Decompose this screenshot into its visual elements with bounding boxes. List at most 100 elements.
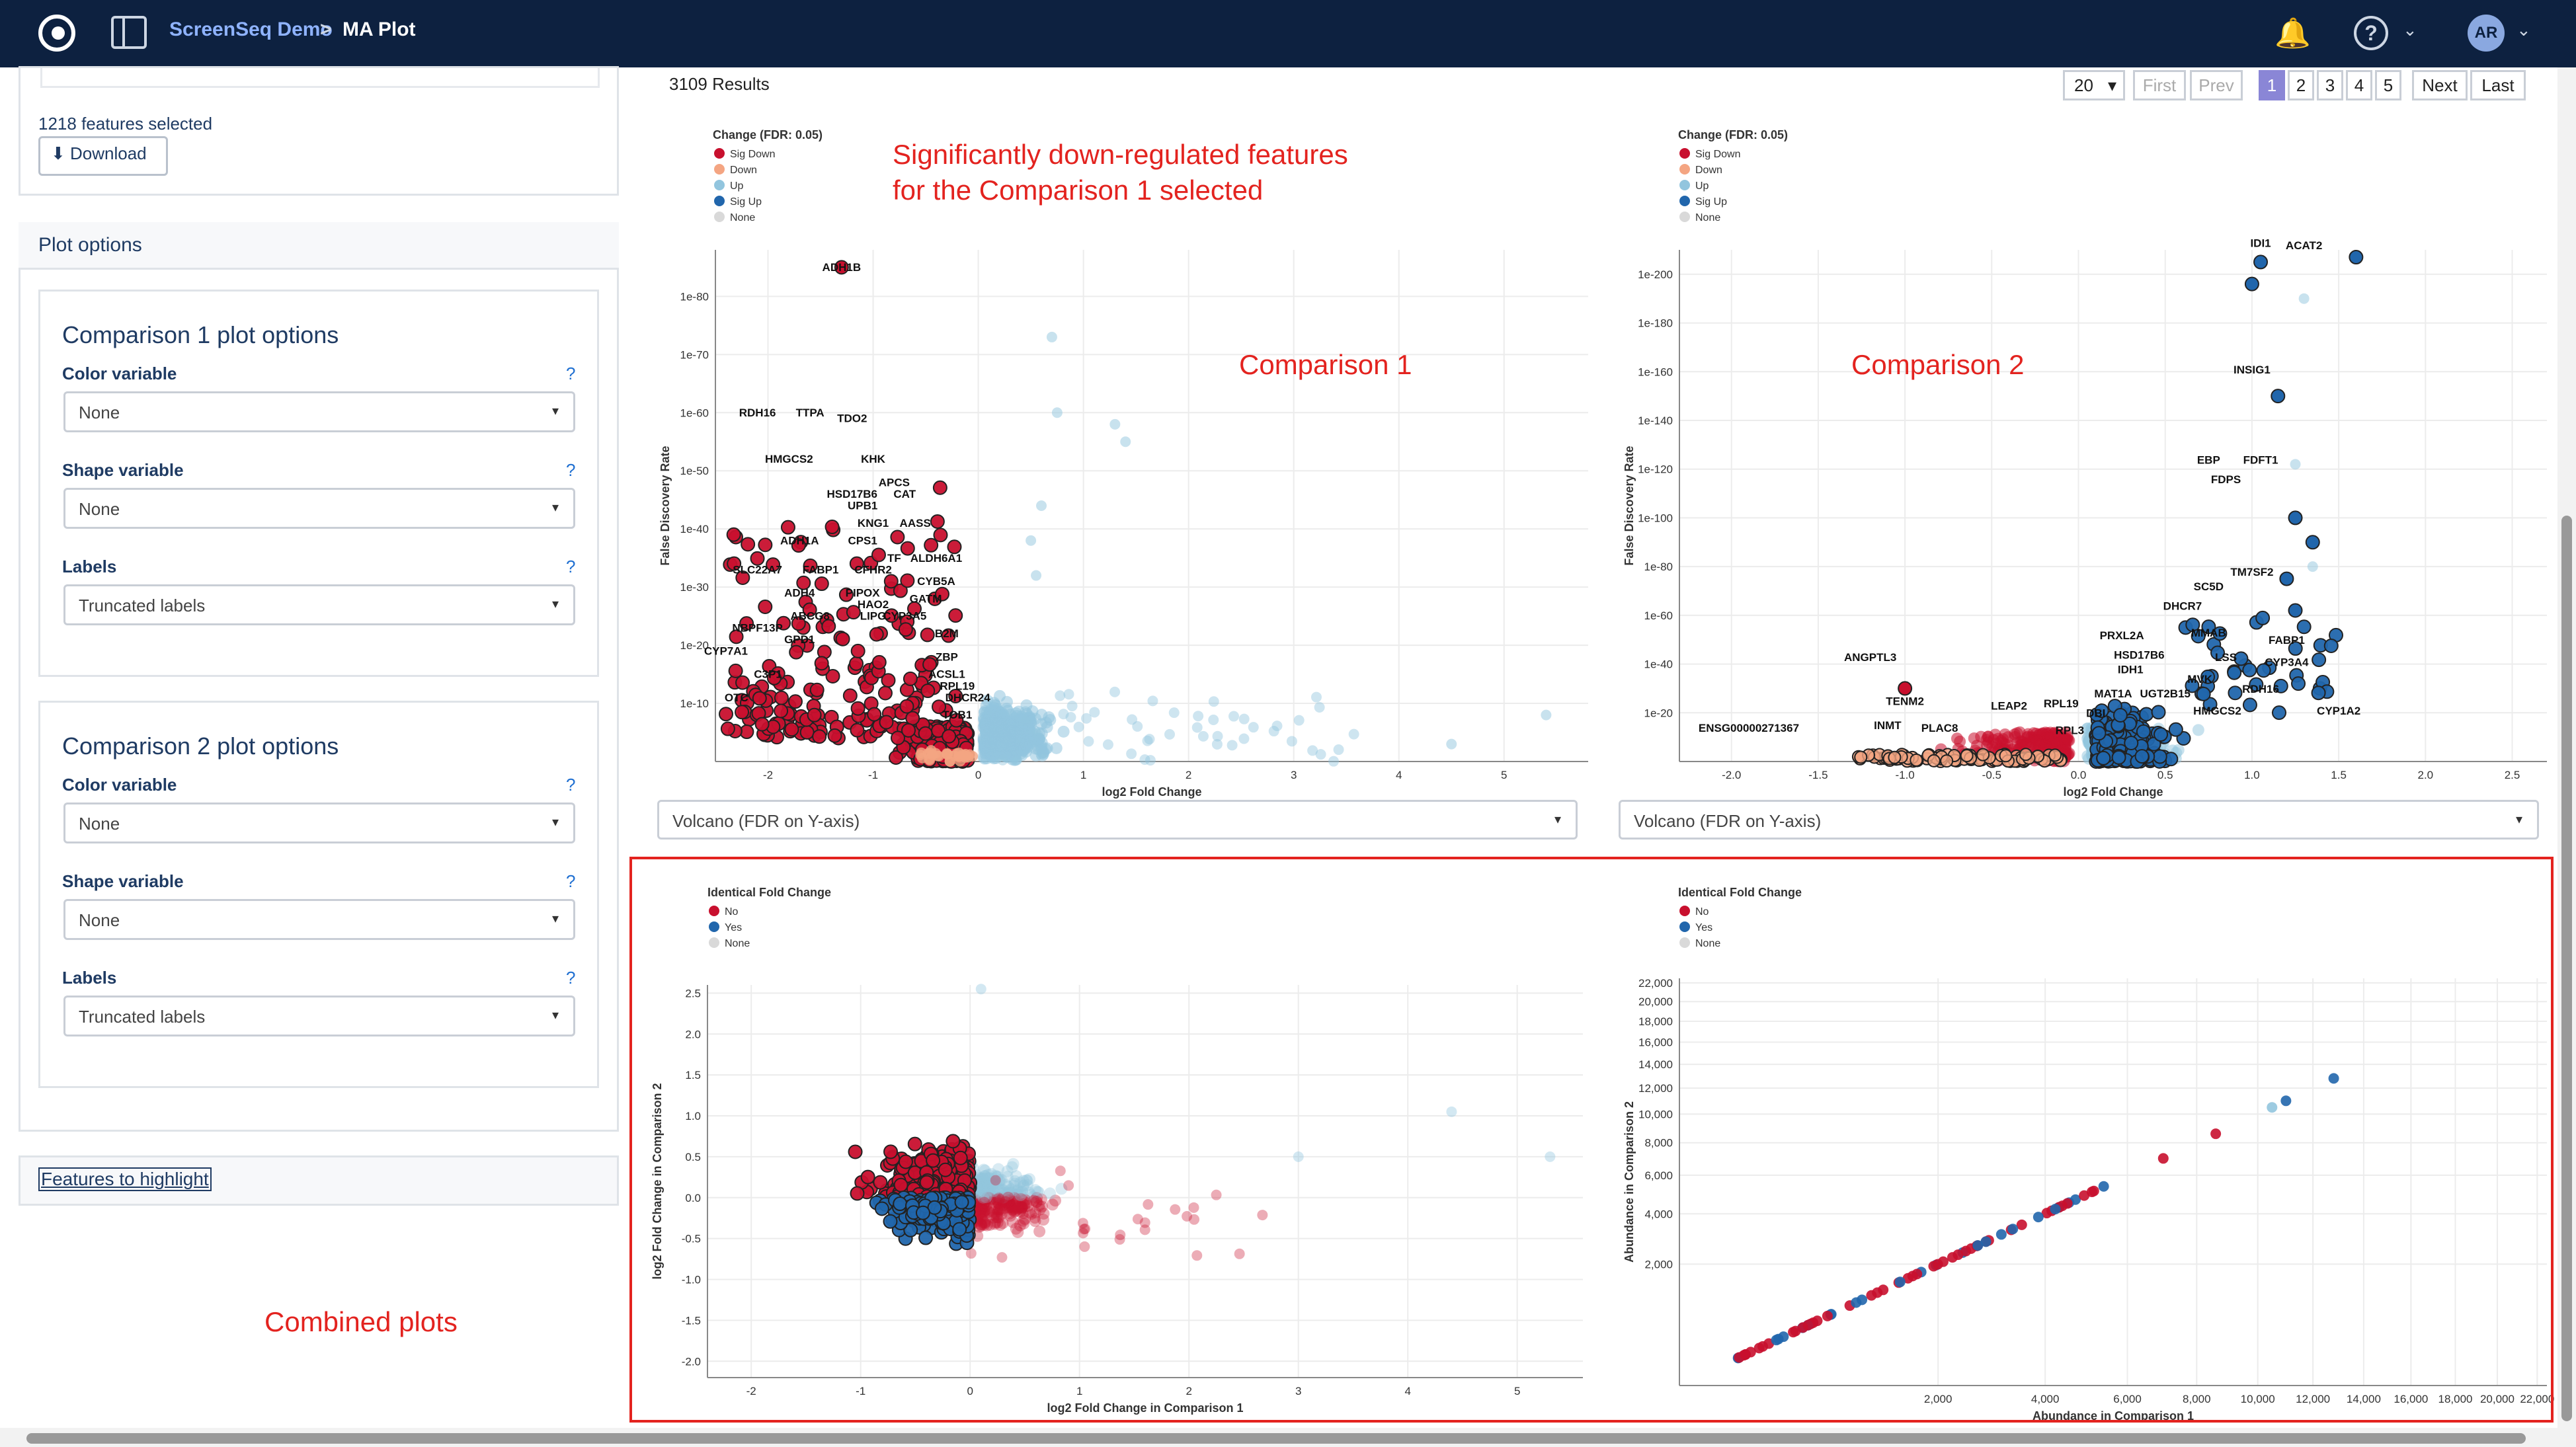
chart2-point-sig-up [2139, 707, 2154, 722]
chart3-point [998, 1187, 1011, 1200]
page-button-2[interactable]: 2 [2288, 70, 2314, 100]
chart1-point-up [1139, 754, 1150, 765]
chart2-point-down [1940, 754, 1954, 768]
chart1-point-up [1145, 755, 1156, 766]
chart2-legend-item: None [1695, 212, 1720, 223]
chart3-x-tick-label: 2 [1186, 1385, 1191, 1397]
chart1-point-up [1044, 714, 1057, 726]
page-button-4[interactable]: 4 [2346, 70, 2372, 100]
comparison2-labels-select[interactable]: Truncated labels ▾ [63, 996, 575, 1036]
chart2-feature-label: RPL3 [2056, 724, 2084, 737]
chart2-point-sig-up [2296, 619, 2312, 635]
horizontal-scrollbar-thumb[interactable] [26, 1433, 2526, 1444]
chart3-point [1012, 1226, 1024, 1238]
comparison1-color-help-icon[interactable]: ? [566, 364, 576, 383]
features-to-highlight-link[interactable]: Features to highlight [38, 1167, 212, 1191]
chart2-point-sig-up [2288, 641, 2303, 656]
app-logo-icon[interactable] [38, 15, 75, 52]
chart3-point [1033, 1225, 1046, 1237]
chart3-point [1015, 1203, 1027, 1216]
chart1-point-up [1193, 711, 1204, 722]
user-chevron-down-icon[interactable]: ⌄ [2516, 20, 2531, 40]
chart3-point [975, 1191, 987, 1204]
chart3-x-tick-label: 0 [967, 1385, 973, 1397]
chart1-feature-label: LIPG [860, 610, 887, 623]
chart3-point [1010, 1222, 1022, 1235]
chart1-point-sig-down [932, 480, 947, 495]
notification-bell-icon[interactable]: 🔔 [2274, 17, 2311, 50]
chart3-point [984, 1194, 996, 1206]
sidebar-toggle-icon[interactable] [111, 16, 147, 49]
comparison2-shape-select[interactable]: None ▾ [63, 899, 575, 940]
chart2-point-sig-up [2242, 697, 2257, 713]
chart1-point-sig-down [784, 722, 799, 737]
page-button-1[interactable]: 1 [2259, 70, 2285, 100]
chart1-point-sig-down [758, 600, 773, 615]
chart2-point-sig-up [2111, 750, 2126, 765]
chart3-point [979, 1164, 991, 1177]
help-chevron-down-icon[interactable]: ⌄ [2403, 20, 2417, 40]
chart3-point [1014, 1186, 1026, 1198]
chart3-point [1049, 1194, 1062, 1207]
comparison2-shape-help-icon[interactable]: ? [566, 871, 576, 891]
chart2-x-tick-label: -1.0 [1895, 769, 1914, 781]
chart2-x-tick-label: -2.0 [1722, 769, 1741, 781]
chart1-point-up [1035, 740, 1048, 753]
comparison1-shape-select[interactable]: None ▾ [63, 488, 575, 529]
chart3-point [987, 1212, 1000, 1224]
chart3-point [1019, 1213, 1031, 1226]
chart2-point-sig-up [2124, 736, 2139, 751]
download-button[interactable]: ⬇ Download [38, 136, 168, 176]
help-icon[interactable]: ? [2354, 16, 2388, 50]
chart3-point [977, 1199, 990, 1212]
page-size-select[interactable]: 20 ▾ [2063, 70, 2125, 100]
chart1-feature-label: TF [887, 552, 901, 565]
comparison1-color-select[interactable]: None ▾ [63, 391, 575, 432]
chart1-point-sig-down [948, 608, 963, 623]
plot2-type-select[interactable]: Volcano (FDR on Y-axis) ▾ [1619, 800, 2539, 840]
chart3-point [1002, 1194, 1014, 1207]
annotation-sig-down-line1: Significantly down-regulated features [893, 139, 1348, 170]
comparison1-labels-help-icon[interactable]: ? [566, 557, 576, 576]
chart3-point [992, 1197, 1004, 1210]
chart1-x-tick-label: 2 [1186, 769, 1191, 781]
chart2-point-up [2192, 724, 2204, 736]
user-avatar[interactable]: AR [2468, 15, 2505, 52]
comparison1-shape-help-icon[interactable]: ? [566, 460, 576, 480]
vertical-scrollbar-thumb[interactable] [2561, 516, 2572, 1421]
first-page-button[interactable]: First [2133, 70, 2186, 100]
chart1-point-sig-down [867, 707, 882, 722]
plot1-type-select[interactable]: Volcano (FDR on Y-axis) ▾ [657, 800, 1578, 840]
chart1-point-sig-down [850, 723, 865, 738]
combined-plots-highlight-box [629, 857, 2554, 1423]
chart1-point-sig-down [776, 615, 791, 631]
chart2-y-tick-label: 1e-40 [1644, 658, 1673, 671]
comparison2-color-select[interactable]: None ▾ [63, 802, 575, 843]
chart1-point-sig-down [787, 694, 803, 709]
prev-page-button[interactable]: Prev [2190, 70, 2243, 100]
chart3-point [1012, 1184, 1024, 1196]
chart1-point-up [1238, 713, 1250, 724]
chart2-feature-label: EBP [2197, 453, 2220, 466]
plot1-type-value: Volcano (FDR on Y-axis) [672, 811, 860, 831]
chart1-point-sig-down [718, 707, 733, 722]
chart2-point-down [1927, 754, 1941, 767]
chart1-point-up [1168, 707, 1180, 719]
chart3-point [1032, 1186, 1045, 1198]
next-page-button[interactable]: Next [2412, 70, 2468, 100]
last-page-button[interactable]: Last [2470, 70, 2526, 100]
comparison2-labels-help-icon[interactable]: ? [566, 968, 576, 988]
chart1-point-up [1032, 728, 1043, 740]
chart1-point-up [1055, 690, 1066, 701]
chart3-point [1012, 1202, 1024, 1215]
chart1-x-axis-label: log2 Fold Change [1102, 785, 1202, 799]
breadcrumb-app[interactable]: ScreenSeq Demo [169, 19, 333, 40]
chart2-point-down [1854, 750, 1868, 764]
comparison1-labels-select[interactable]: Truncated labels ▾ [63, 584, 575, 625]
page-button-5[interactable]: 5 [2375, 70, 2401, 100]
chart2-point-sig-up [2228, 685, 2243, 701]
page-button-3[interactable]: 3 [2317, 70, 2343, 100]
chart2-point-down [1910, 753, 1923, 767]
comparison2-color-help-icon[interactable]: ? [566, 775, 576, 795]
plot-options-header[interactable] [19, 222, 619, 270]
